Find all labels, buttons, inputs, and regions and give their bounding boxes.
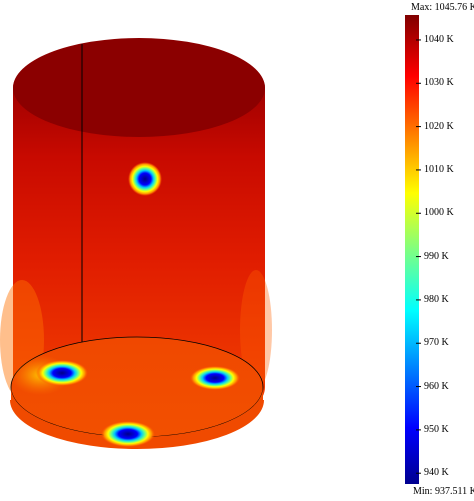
colorbar-tick-label: 1010 K [424, 163, 454, 175]
colorbar-tick-label: 1030 K [424, 77, 454, 89]
base-hole-left [36, 360, 88, 386]
colorbar-min-label: Min: 937.511 K [413, 486, 474, 497]
colorbar-tick-label: 1020 K [424, 120, 454, 132]
cylinder-lower-band [11, 387, 263, 448]
colorbar-tick-label: 1040 K [424, 33, 454, 45]
base-hole-right [190, 366, 240, 390]
wall-hole [128, 162, 162, 196]
cylinder-wall [13, 38, 265, 437]
cylinder-top [13, 39, 265, 137]
colorbar-tick-label: 970 K [424, 337, 449, 349]
wall-edge-glow-right [240, 270, 272, 390]
colorbar [405, 15, 419, 484]
colorbar-tick-label: 980 K [424, 293, 449, 305]
base-hole-front [101, 421, 155, 447]
colorbar-tick-label: 950 K [424, 423, 449, 435]
colorbar-max-label: Max: 1045.76 K [411, 2, 474, 13]
colorbar-tick-label: 1000 K [424, 207, 454, 219]
colorbar-tick-label: 960 K [424, 380, 449, 392]
colorbar-ticks [416, 39, 421, 474]
colorbar-tick-label: 990 K [424, 250, 449, 262]
colorbar-tick-label: 940 K [424, 467, 449, 479]
